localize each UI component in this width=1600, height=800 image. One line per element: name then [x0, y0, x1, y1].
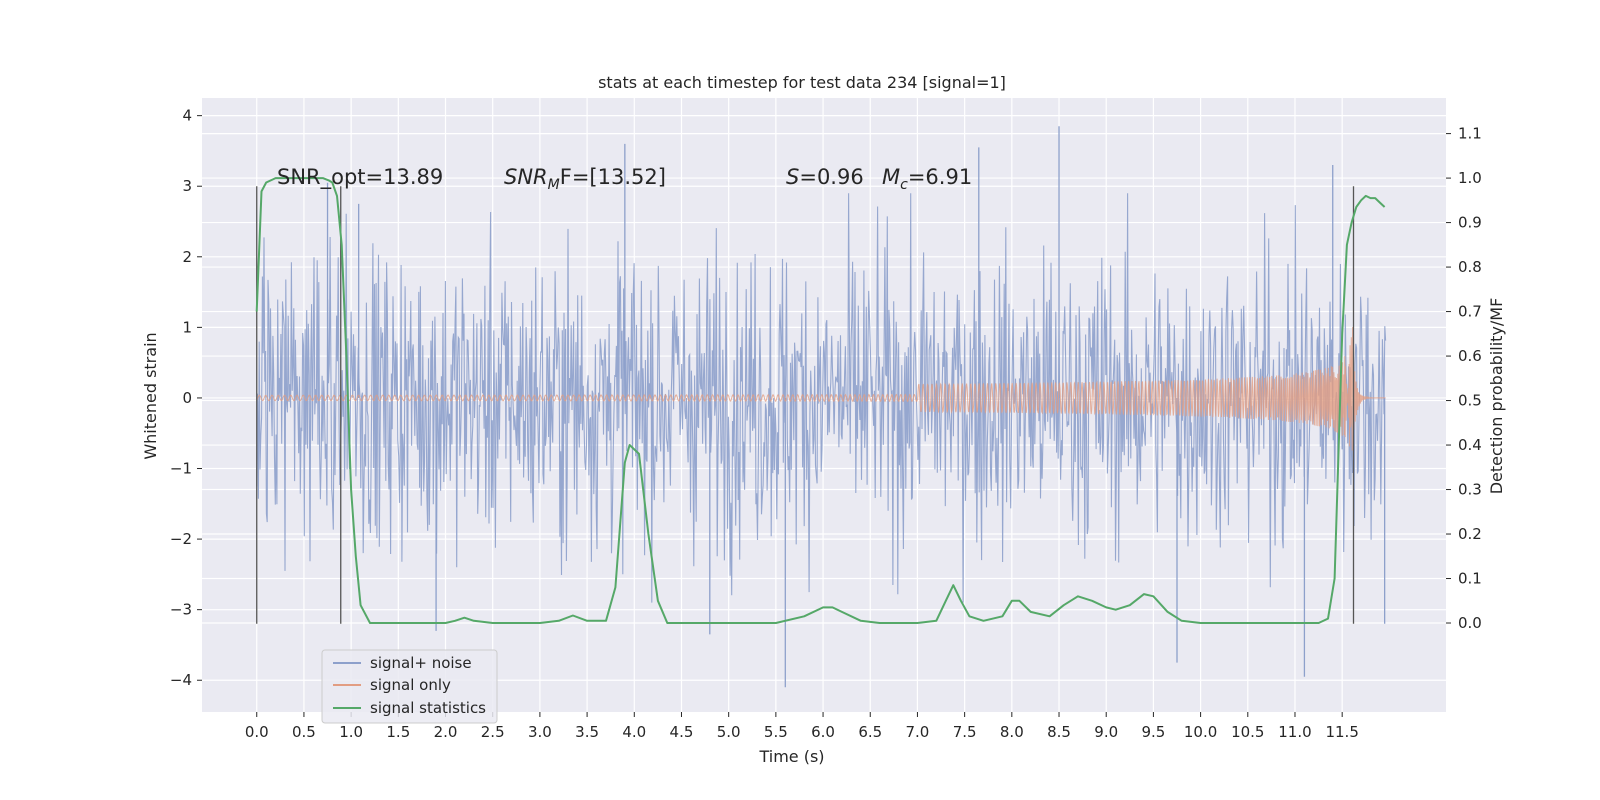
annotation-mc: Mc=6.91 [882, 165, 972, 193]
y2-tick-label: 0.7 [1458, 303, 1482, 321]
signal-noise-line [256, 193, 1387, 603]
x-tick-label: 6.5 [858, 723, 882, 741]
x-tick-label: 9.5 [1141, 723, 1165, 741]
x-tick-label: 5.5 [764, 723, 788, 741]
y2-tick-label: 0.1 [1458, 570, 1482, 588]
y-tick-label: −3 [170, 601, 192, 619]
series-signal-noise [256, 126, 1387, 688]
x-tick-label: 11.0 [1278, 723, 1311, 741]
x-tick-label: 8.5 [1047, 723, 1071, 741]
y-tick-label: 3 [182, 177, 192, 195]
x-tick-label: 10.0 [1184, 723, 1217, 741]
signal-statistics-line [255, 177, 1386, 624]
y-tick-labels: 4 3 2 1 0 −1 −2 −3 −4 [170, 107, 202, 689]
x-tick-label: 7.5 [953, 723, 977, 741]
y2-tick-label: 0.8 [1458, 258, 1482, 276]
y2-tick-label: 0.3 [1458, 481, 1482, 499]
legend-label-signal-noise: signal+ noise [370, 654, 472, 672]
x-tick-label: 0.5 [292, 723, 316, 741]
x-tick-label: 6.0 [811, 723, 835, 741]
x-tick-label: 1.5 [386, 723, 410, 741]
legend: signal+ noise signal only signal statist… [321, 649, 498, 724]
mc-sub: c [900, 177, 908, 193]
legend-box [321, 649, 498, 724]
y2-axis-label: Detection probability/MF [1487, 298, 1506, 495]
y-tick-label: −2 [170, 530, 192, 548]
y-axis-label: Whitened strain [141, 332, 160, 459]
annotation-s: S=0.96 [786, 165, 864, 189]
snr-mf-sub: M [548, 177, 560, 193]
s-prefix: S [786, 165, 799, 189]
x-tick-label: 5.0 [717, 723, 741, 741]
y2-tick-label: 0.6 [1458, 347, 1482, 365]
x-tick-label: 3.5 [575, 723, 599, 741]
mc-value: =6.91 [908, 165, 972, 189]
x-axis-label: Time (s) [758, 747, 824, 766]
x-tick-label: 9.0 [1094, 723, 1118, 741]
y-tick-label: 1 [182, 318, 192, 336]
y2-tick-label: 0.4 [1458, 436, 1482, 454]
y-tick-label: 0 [182, 389, 192, 407]
y2-tick-label: 1.1 [1458, 125, 1482, 143]
x-tick-label: 4.5 [670, 723, 694, 741]
y2-tick-label: 1.0 [1458, 169, 1482, 187]
series-signal-statistics [255, 177, 1386, 624]
x-tick-labels: 0.0 0.5 1.0 1.5 2.0 2.5 3.0 3.5 4.0 4.5 5.0 5.5 6.0 6… [245, 712, 1359, 741]
y-tick-label: 2 [182, 248, 192, 266]
signal-only-line [256, 327, 1386, 451]
y2-tick-label: 0.5 [1458, 392, 1482, 410]
annotation-snr-opt: SNR_opt=13.89 [277, 165, 443, 190]
vertical-markers [256, 186, 1355, 624]
x-tick-label: 3.0 [528, 723, 552, 741]
y2-tick-label: 0.2 [1458, 525, 1482, 543]
x-tick-label: 0.0 [245, 723, 269, 741]
y2-tick-label: 0.9 [1458, 214, 1482, 232]
x-tick-label: 2.0 [434, 723, 458, 741]
x-tick-label: 10.5 [1231, 723, 1264, 741]
x-tick-label: 7.0 [906, 723, 930, 741]
y2-tick-labels: 1.1 1.0 0.9 0.8 0.7 0.6 0.5 0.4 0.3 0.2 0.1 0.0 [1446, 125, 1482, 632]
legend-label-signal-statistics: signal statistics [370, 699, 486, 717]
y-tick-label: −4 [170, 671, 192, 689]
x-tick-label: 8.0 [1000, 723, 1024, 741]
chart-title: stats at each timestep for test data 234… [598, 73, 1006, 92]
mc-prefix: M [882, 165, 900, 189]
x-tick-label: 1.0 [339, 723, 363, 741]
y-tick-label: −1 [170, 460, 192, 478]
x-tick-label: 11.5 [1325, 723, 1358, 741]
y2-tick-label: 0.0 [1458, 614, 1482, 632]
series-signal-only [256, 327, 1386, 451]
x-tick-label: 4.0 [622, 723, 646, 741]
snr-mf-prefix: SNR [504, 165, 548, 189]
x-tick-label: 2.5 [481, 723, 505, 741]
legend-label-signal-only: signal only [370, 676, 451, 694]
snr-mf-suffix: F=[13.52] [560, 165, 666, 189]
s-value: =0.96 [799, 165, 863, 189]
annotation-snr-mf: SNRMF=[13.52] [504, 165, 666, 193]
y-tick-label: 4 [182, 107, 192, 125]
